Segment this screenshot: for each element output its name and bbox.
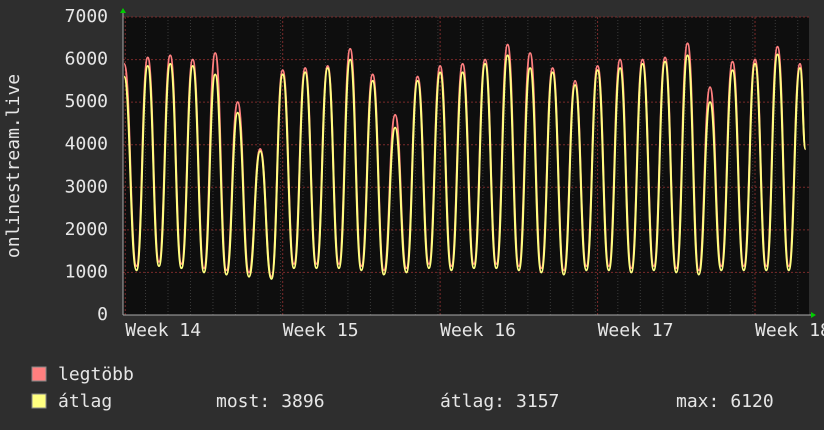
x-axis-arrow	[811, 312, 816, 318]
x-tick-label: Week 16	[440, 320, 516, 341]
x-tick-label: Week 14	[125, 320, 201, 341]
x-tick-label: Week 18	[755, 320, 824, 341]
stat-value: 6120	[730, 391, 773, 412]
stat-label: átlag:	[440, 391, 505, 412]
legend-swatch	[31, 393, 47, 409]
x-tick-label: Week 17	[598, 320, 674, 341]
x-tick-label: Week 15	[283, 320, 359, 341]
y-tick-label: 0	[97, 304, 108, 325]
stat-label: max:	[676, 391, 719, 412]
stat-label: most:	[216, 391, 270, 412]
y-tick-label: 7000	[65, 6, 108, 27]
y-tick-label: 1000	[65, 261, 108, 282]
y-tick-label: 6000	[65, 49, 108, 70]
y-axis-label: onlinestream.live	[3, 74, 24, 258]
legend-label: legtöbb	[58, 364, 134, 385]
y-tick-label: 2000	[65, 219, 108, 240]
series-line	[123, 53, 807, 280]
y-axis-arrow	[120, 8, 126, 13]
legend-swatch	[31, 366, 47, 382]
stat-value: 3896	[281, 391, 324, 412]
stat-value: 3157	[516, 391, 559, 412]
y-tick-label: 4000	[65, 134, 108, 155]
legend-label: átlag	[58, 391, 112, 412]
plot-area	[123, 17, 809, 315]
y-tick-label: 3000	[65, 176, 108, 197]
y-tick-label: 5000	[65, 91, 108, 112]
